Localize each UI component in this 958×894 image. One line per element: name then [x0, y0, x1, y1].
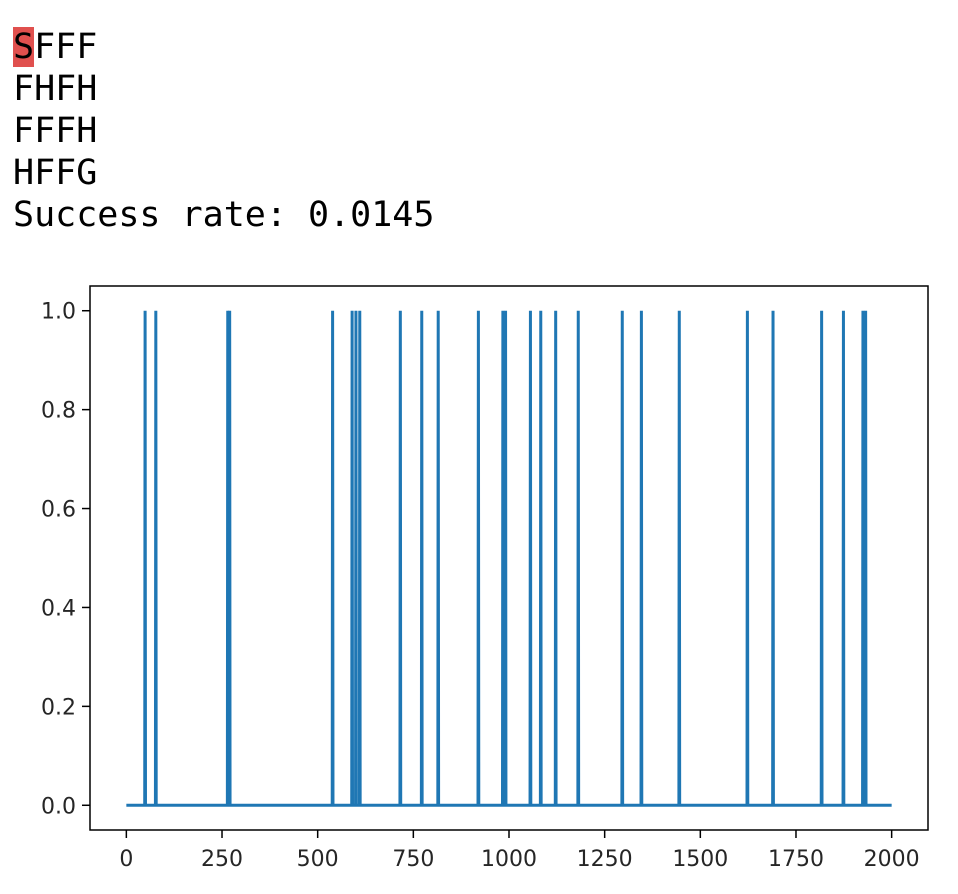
success-spike-18: [576, 310, 581, 806]
success-spike-7: [354, 310, 358, 806]
grid-row-4-first: H: [13, 153, 35, 193]
success-spike-6: [350, 310, 354, 806]
x-tick-label: 500: [297, 847, 339, 872]
success-spike-13: [500, 310, 505, 806]
x-tick-label: 0: [119, 847, 133, 872]
success-spike-25: [841, 310, 846, 806]
success-spike-5: [330, 310, 335, 806]
y-tick-label: 1.0: [41, 300, 76, 325]
cell-output: SFFF FHFH FFFH HFFG Success rate: 0.0145: [13, 26, 434, 236]
success-spike-16: [538, 310, 543, 806]
grid-row-4: HFFG: [13, 152, 434, 194]
success-spike-4: [227, 310, 232, 806]
x-tick-label: 250: [201, 847, 243, 872]
x-tick-label: 1250: [577, 847, 633, 872]
grid-row-3-first: F: [13, 111, 35, 151]
success-spike-12: [476, 310, 481, 806]
success-spike-19: [620, 310, 625, 806]
y-tick-label: 0.0: [41, 794, 76, 819]
success-spike-24: [819, 310, 824, 806]
success-spike-8: [357, 310, 362, 806]
success-spike-27: [863, 310, 868, 806]
y-tick-label: 0.8: [41, 399, 76, 424]
grid-row-3-rest: FFH: [34, 111, 98, 151]
success-spike-10: [419, 310, 424, 806]
success-rate-line: Success rate: 0.0145: [13, 195, 435, 235]
success-spike-26: [861, 310, 865, 806]
success-spike-23: [771, 310, 775, 806]
grid-row-3: FFFH: [13, 110, 434, 152]
x-tick-label: 750: [392, 847, 434, 872]
success-spike-1: [143, 310, 147, 806]
x-tick-label: 1750: [768, 847, 824, 872]
success-spike-2: [153, 310, 158, 806]
success-spike-15: [528, 310, 533, 806]
series-layer: [126, 310, 892, 807]
x-tick-label: 1000: [481, 847, 537, 872]
success-spike-21: [677, 310, 682, 806]
agent-position-highlight: S: [13, 27, 35, 67]
axes-frame: [89, 285, 929, 831]
success-spike-22: [745, 310, 750, 806]
y-tick-label: 0.6: [41, 498, 76, 523]
ticks-layer: 0 250 500 750 1000 1250 1500 1750 2000 0.0 0.2 0.4 0…: [41, 300, 920, 872]
grid-row-1: SFFF: [13, 26, 434, 68]
grid-row-2-first: F: [13, 69, 35, 109]
success-spike-14: [503, 310, 508, 806]
x-tick-label: 2000: [864, 847, 920, 872]
grid-row-2-rest: HFH: [34, 69, 98, 109]
grid-row-2: FHFH: [13, 68, 434, 110]
y-tick-label: 0.2: [41, 695, 76, 720]
success-spike-20: [639, 310, 644, 806]
x-tick-label: 1500: [672, 847, 728, 872]
success-spike-17: [553, 310, 558, 806]
grid-row-4-rest: FFG: [34, 153, 98, 193]
success-spike-9: [398, 310, 403, 806]
y-tick-label: 0.4: [41, 596, 76, 621]
grid-row-1-rest: FFF: [34, 27, 98, 67]
success-spike-11: [436, 310, 441, 806]
